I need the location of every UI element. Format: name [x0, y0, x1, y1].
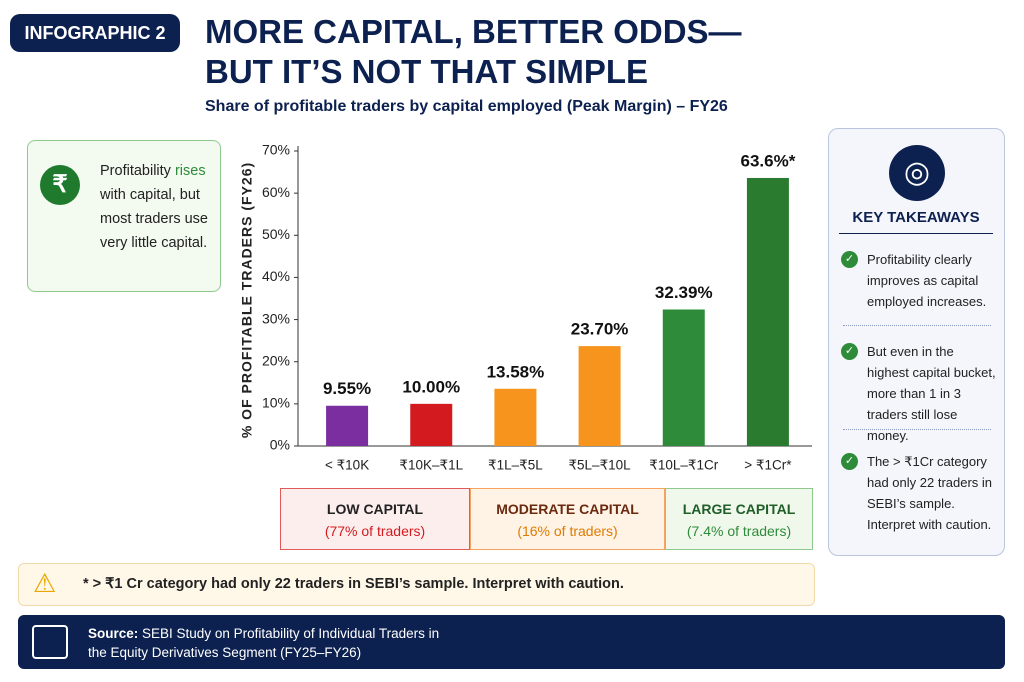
x-tick-label: ₹1L–₹5L — [488, 458, 543, 473]
value-label: 10.00% — [402, 377, 460, 396]
source-text: SEBI Study on Profitability of Individua… — [88, 626, 440, 660]
divider — [843, 325, 991, 326]
takeaway: But even in the highest capital bucket, … — [867, 344, 996, 443]
x-tick-label: ₹5L–₹10L — [568, 458, 631, 473]
group-share: (16% of traders) — [517, 523, 618, 539]
capital-group: MODERATE CAPITAL (16% of traders) — [470, 488, 665, 550]
y-axis-label: % OF PROFITABLE TRADERS (FY26) — [239, 162, 255, 438]
headline-line: BUT IT’S NOT THAT SIMPLE — [205, 53, 649, 90]
takeaway: Profitability clearly improves as capita… — [867, 252, 987, 309]
x-tick-label: > ₹1Cr* — [744, 458, 792, 473]
target-icon: ◎ — [889, 145, 945, 201]
check-icon: ✓ — [841, 251, 858, 268]
bar — [662, 309, 705, 446]
source-label: Source: — [88, 626, 139, 641]
headline-line: MORE CAPITAL, BETTER ODDS— — [205, 13, 742, 50]
text: with capital, but most traders use very … — [100, 187, 208, 251]
value-label: 13.58% — [487, 362, 545, 381]
callout-text: Profitability rises with capital, but mo… — [100, 159, 218, 255]
y-tick-label: 50% — [262, 226, 290, 242]
y-tick-label: 40% — [262, 268, 290, 284]
rupee-icon: ₹ — [40, 165, 80, 205]
x-tick-label: ₹10K–₹1L — [399, 458, 463, 473]
value-label: 32.39% — [655, 283, 713, 302]
source-bar: Source: SEBI Study on Profitability of I… — [18, 615, 1005, 669]
takeaway: The > ₹1Cr category had only 22 traders … — [867, 454, 993, 532]
capital-group: LARGE CAPITAL (7.4% of traders) — [665, 488, 813, 550]
value-label: 23.70% — [571, 320, 629, 339]
y-tick-label: 30% — [262, 310, 290, 326]
highlight: rises — [174, 163, 206, 179]
group-name: LOW CAPITAL — [326, 501, 424, 517]
source: Source: SEBI Study on Profitability of I… — [88, 624, 448, 662]
y-tick-label: 60% — [262, 184, 290, 200]
headline: MORE CAPITAL, BETTER ODDS— BUT IT’S NOT … — [205, 12, 742, 92]
takeaways-title: KEY TAKEAWAYS — [852, 209, 980, 226]
capital-group: LOW CAPITAL (77% of traders) — [280, 488, 470, 550]
value-label: 9.55% — [323, 379, 371, 398]
check-icon: ✓ — [841, 453, 858, 470]
callout: ₹ Profitability rises with capital, but … — [27, 140, 221, 292]
y-tick-label: 10% — [262, 395, 290, 411]
footnote: * > ₹1 Cr category had only 22 traders i… — [83, 576, 624, 592]
x-tick-label: ₹10L–₹1Cr — [649, 458, 718, 473]
divider — [839, 233, 993, 234]
badge: INFOGRAPHIC 2 — [10, 14, 180, 52]
value-label: 63.6%* — [741, 151, 796, 170]
bar — [578, 346, 621, 446]
check-icon: ✓ — [841, 343, 858, 360]
takeaways-panel: ◎ KEY TAKEAWAYS ✓ Profitability clearly i… — [828, 128, 1005, 556]
group-name: LARGE CAPITAL — [682, 501, 796, 517]
warning-icon: ⚠ — [33, 568, 57, 598]
x-tick-label: < ₹10K — [325, 458, 369, 473]
group-share: (7.4% of traders) — [686, 523, 792, 539]
y-tick-label: 70% — [262, 142, 290, 158]
doc-icon — [32, 625, 68, 659]
y-tick-label: 0% — [270, 437, 290, 453]
group-name: MODERATE CAPITAL — [496, 501, 639, 517]
bar — [326, 405, 369, 446]
bar — [410, 403, 453, 446]
divider — [843, 429, 991, 430]
bar — [494, 388, 537, 446]
footnote-box: ⚠ * > ₹1 Cr category had only 22 traders… — [18, 563, 815, 606]
text: Profitability — [100, 163, 175, 179]
bar — [746, 177, 789, 446]
chart-title: Share of profitable traders by capital e… — [205, 98, 728, 115]
group-share: (77% of traders) — [324, 523, 426, 539]
y-tick-label: 20% — [262, 352, 290, 368]
